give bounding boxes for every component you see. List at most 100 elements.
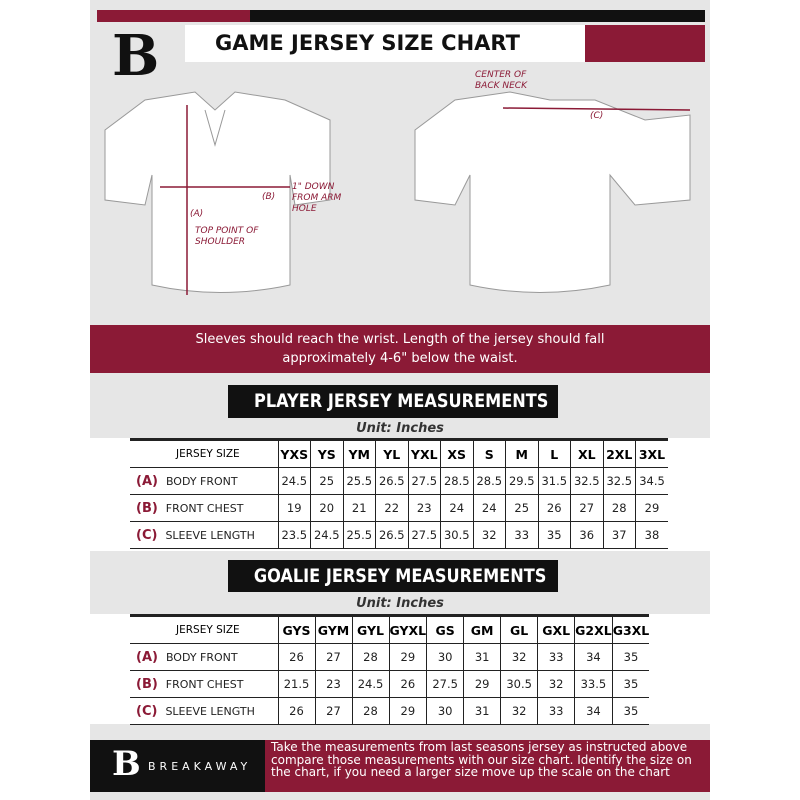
measurement-cell: 32 <box>500 697 538 725</box>
row-label-text: SLEEVE LENGTH <box>165 528 255 542</box>
top-black-bar <box>250 10 705 22</box>
size-header: YS <box>310 438 343 468</box>
label-c-text: CENTER OF BACK NECK <box>475 70 527 91</box>
measurement-cell: 25 <box>505 494 538 522</box>
row-label-text: FRONT CHEST <box>165 677 244 691</box>
measurement-row: (C) SLEEVE LENGTH 26 27 28 29 30 31 32 33 34 35 <box>130 697 650 725</box>
measurement-cell: 32.5 <box>602 467 636 495</box>
measurement-cell: 23.5 <box>277 521 311 549</box>
measurement-cell: 29 <box>388 643 427 671</box>
measurement-cell: 38 <box>635 521 668 549</box>
measurement-cell: 29 <box>388 697 427 725</box>
row-label-text: BODY FRONT <box>165 650 238 664</box>
label-b: (B) <box>262 192 276 202</box>
measurement-cell: 33 <box>505 521 538 549</box>
measurement-cell: 19 <box>277 494 311 522</box>
measurement-cell: 30.5 <box>500 670 538 698</box>
row-label: (C) SLEEVE LENGTH <box>130 521 278 549</box>
measurement-cell: 33 <box>537 697 575 725</box>
footer-logo: B <box>112 744 141 784</box>
measurement-cell: 30.5 <box>440 521 473 549</box>
measurement-cell: 25.5 <box>342 467 376 495</box>
measurement-cell: 24 <box>440 494 473 522</box>
measurement-cell: 32.5 <box>570 467 603 495</box>
measurement-row: (A) BODY FRONT 26 27 28 29 30 31 32 33 34 35 <box>130 643 650 671</box>
measurement-cell: 34 <box>574 643 613 671</box>
footer-note: Take the measurements from last seasons … <box>265 740 710 792</box>
size-header: 2XL <box>602 438 636 468</box>
measurement-cell: 26.5 <box>375 467 408 495</box>
measurement-cell: 29.5 <box>505 467 538 495</box>
measurement-cell: 26 <box>388 670 427 698</box>
measurement-cell: 26 <box>277 643 315 671</box>
measurement-cell: 26 <box>277 697 315 725</box>
measurement-cell: 35 <box>611 643 650 671</box>
measurement-cell: 28 <box>351 697 389 725</box>
measurement-cell: 35 <box>537 521 571 549</box>
label-c: (C) <box>590 111 604 121</box>
player-size-table: JERSEY SIZE YXS YS YM YL YXL XS S M L XL 2XL 3XL (A) B… <box>130 438 668 549</box>
jersey-size-label: JERSEY SIZE <box>130 614 278 644</box>
label-a: (A) <box>190 209 204 219</box>
jersey-diagram <box>104 91 691 295</box>
goalie-size-table: JERSEY SIZE GYS GYM GYL GYXL GS GM GL GXL G2XL G3X… <box>130 614 650 725</box>
footer-brand-name: BREAKAWAY <box>148 760 252 773</box>
row-letter: (C) <box>136 527 158 543</box>
size-header-row: JERSEY SIZE YXS YS YM YL YXL XS S M L XL 2XL 3XL <box>130 438 668 468</box>
goalie-table-section: JERSEY SIZE GYS GYM GYL GYXL GS GM GL GXL G2XL G3X… <box>90 614 710 725</box>
measurement-cell: 34.5 <box>635 467 668 495</box>
measurement-cell: 31.5 <box>537 467 571 495</box>
measurement-row: (A) BODY FRONT 24.5 25 25.5 26.5 27.5 28.5 28.5 2… <box>130 467 668 495</box>
measurement-cell: 27.5 <box>426 670 464 698</box>
measurement-cell: 20 <box>310 494 343 522</box>
measurement-cell: 24 <box>472 494 506 522</box>
measurement-cell: 28.5 <box>440 467 473 495</box>
size-header: G2XL <box>574 614 613 644</box>
title-accent-block <box>585 25 705 62</box>
top-accent-bar <box>97 10 250 22</box>
row-label: (A) BODY FRONT <box>130 643 278 671</box>
size-header: YM <box>342 438 376 468</box>
measurement-cell: 33 <box>537 643 575 671</box>
measurement-cell: 31 <box>463 697 501 725</box>
measurement-cell: 21.5 <box>277 670 315 698</box>
jersey-front <box>104 91 331 293</box>
size-header: GYS <box>277 614 315 644</box>
goalie-unit: Unit: Inches <box>356 596 444 611</box>
measurement-cell: 30 <box>426 643 464 671</box>
size-header: YL <box>375 438 408 468</box>
measurement-cell: 35 <box>611 670 650 698</box>
measurement-cell: 24.5 <box>310 521 343 549</box>
size-header: G3XL <box>611 614 650 644</box>
goalie-heading: GOALIE JERSEY MEASUREMENTS <box>228 560 558 592</box>
measurement-cell: 34 <box>574 697 613 725</box>
jersey-size-label: JERSEY SIZE <box>130 438 278 468</box>
size-header: GM <box>463 614 501 644</box>
measurement-cell: 28 <box>351 643 389 671</box>
measurement-row: (B) FRONT CHEST 19 20 21 22 23 24 24 25 26 27 28 29 <box>130 494 668 522</box>
size-header: GYM <box>314 614 352 644</box>
measurement-cell: 27 <box>314 697 352 725</box>
measurement-cell: 23 <box>407 494 441 522</box>
player-table-section: JERSEY SIZE YXS YS YM YL YXL XS S M L XL 2XL 3XL (A) B… <box>90 438 710 551</box>
row-label: (A) BODY FRONT <box>130 467 278 495</box>
label-b-text: 1" DOWN FROM ARM HOLE <box>292 182 342 214</box>
size-header: GL <box>500 614 538 644</box>
row-letter: (B) <box>136 676 158 692</box>
row-label-text: BODY FRONT <box>165 474 238 488</box>
measurement-cell: 22 <box>375 494 408 522</box>
measurement-cell: 31 <box>463 643 501 671</box>
row-letter: (C) <box>136 703 158 719</box>
row-letter: (A) <box>136 649 158 665</box>
measurement-cell: 33.5 <box>574 670 613 698</box>
measurement-cell: 24.5 <box>277 467 311 495</box>
label-a-text: TOP POINT OF SHOULDER <box>195 226 259 247</box>
row-label: (C) SLEEVE LENGTH <box>130 697 278 725</box>
measurement-cell: 25 <box>310 467 343 495</box>
size-header: GYXL <box>388 614 427 644</box>
measurement-cell: 29 <box>635 494 668 522</box>
player-heading: PLAYER JERSEY MEASUREMENTS <box>228 385 558 418</box>
measurement-cell: 27 <box>570 494 603 522</box>
size-header: GXL <box>537 614 575 644</box>
measurement-cell: 32 <box>537 670 575 698</box>
